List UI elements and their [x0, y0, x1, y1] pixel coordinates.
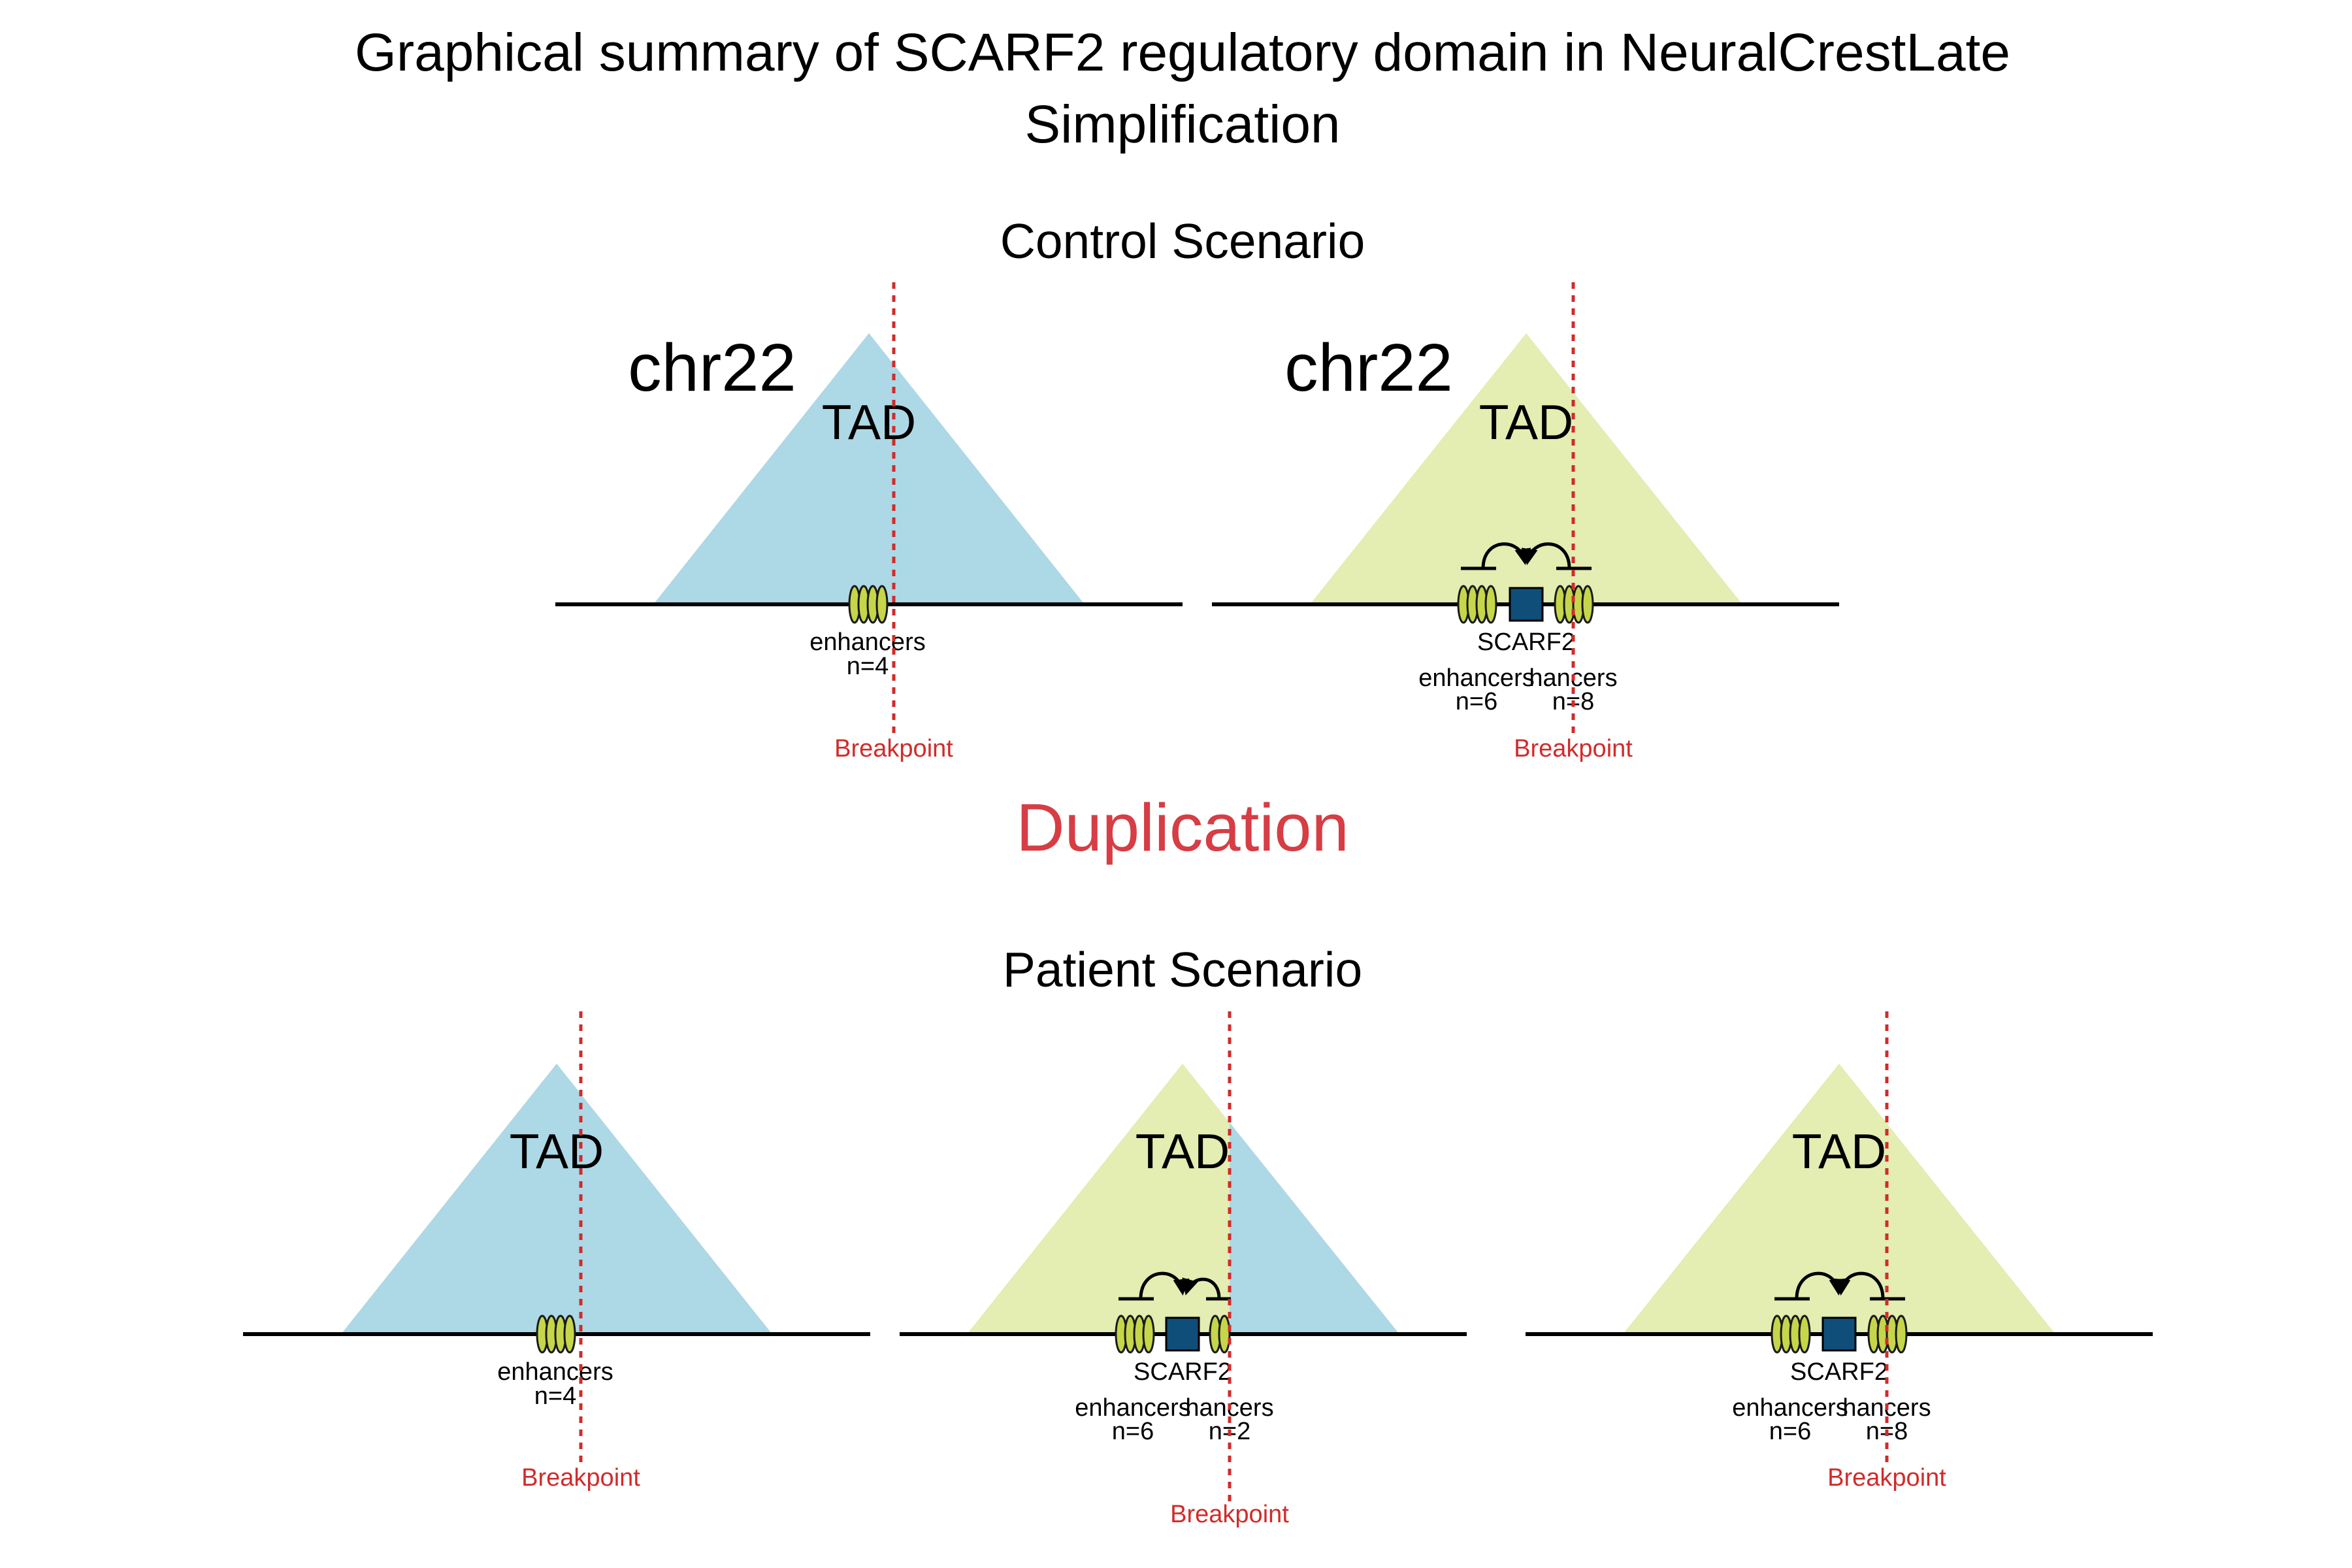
right-enhancer-cluster	[1867, 1315, 1908, 1354]
enhancers-count: n=4	[534, 1382, 576, 1410]
enhancer-mark	[1484, 585, 1497, 624]
enhancer-mark	[1218, 1315, 1231, 1354]
enhancer-mark	[875, 585, 889, 624]
enhancers-label: enhancers	[809, 629, 925, 656]
left-enhancer-cluster	[1771, 1315, 1811, 1354]
tad-triangle	[1310, 333, 1742, 604]
patient-panel-1: TAD enhancers n=4 Breakpoint	[243, 1011, 870, 1492]
chromosome-label: chr22	[1284, 330, 1453, 405]
scarf2-gene-box	[1509, 587, 1544, 622]
tad-triangle-blue	[1230, 1122, 1399, 1334]
event-label: Duplication	[1016, 790, 1349, 865]
regulatory-arrows	[1461, 542, 1592, 570]
scarf2-gene-box	[1821, 1316, 1857, 1352]
enhancers-label: enhancers	[497, 1358, 613, 1386]
right-enhancer-cluster	[1209, 1315, 1231, 1354]
tad-label: TAD	[510, 1124, 604, 1179]
breakpoint-label: Breakpoint	[1514, 735, 1633, 762]
patient-panel-3: TAD SCARF2 enhancers n=6 hancers n=8 Bre…	[1526, 1011, 2153, 1492]
control-panel-2: chr22 TAD SCARF2 enhancers n=6 hancers n…	[1212, 282, 1839, 762]
regulatory-arrows	[1774, 1271, 1905, 1301]
scarf2-gene-box	[1165, 1316, 1200, 1352]
tad-label: TAD	[1792, 1124, 1886, 1179]
chromosome-label: chr22	[628, 330, 796, 405]
breakpoint-label: Breakpoint	[834, 735, 953, 762]
tad-label: TAD	[1135, 1124, 1230, 1179]
right-enhancer-cluster	[1554, 585, 1594, 624]
figure-title-line1: Graphical summary of SCARF2 regulatory d…	[355, 23, 2010, 82]
breakpoint-label: Breakpoint	[521, 1464, 640, 1492]
enhancer-gene-arrow	[1834, 1271, 1885, 1299]
tad-triangle-green	[967, 1064, 1230, 1334]
control-scenario-heading: Control Scenario	[1000, 214, 1365, 269]
tad-label: TAD	[1479, 395, 1573, 449]
left-enhancers-count: n=6	[1112, 1418, 1154, 1445]
left-enhancers-label: enhancers	[1732, 1394, 1848, 1422]
enhancer-gene-arrow	[1139, 1271, 1190, 1299]
enhancer-mark	[1895, 1315, 1908, 1354]
tad-triangle	[341, 1064, 772, 1334]
breakpoint-label: Breakpoint	[1827, 1464, 1946, 1492]
enhancer-mark	[1581, 585, 1594, 624]
enhancer-gene-arrow	[1521, 542, 1571, 569]
gene-label: SCARF2	[1790, 1358, 1888, 1386]
enhancer-cluster	[848, 585, 889, 624]
left-enhancer-cluster	[1115, 1315, 1155, 1354]
regulatory-arrows	[1119, 1271, 1231, 1301]
left-enhancers-label: enhancers	[1418, 664, 1534, 692]
left-enhancer-cluster	[1457, 585, 1497, 624]
left-enhancers-count: n=6	[1769, 1418, 1811, 1445]
breakpoint-label: Breakpoint	[1170, 1501, 1289, 1528]
enhancer-gene-arrow	[1182, 1277, 1221, 1299]
left-enhancers-label: enhancers	[1075, 1394, 1190, 1422]
enhancer-mark	[1142, 1315, 1155, 1354]
enhancer-mark	[563, 1315, 576, 1354]
figure-title-line2: Simplification	[1024, 95, 1340, 154]
gene-label: SCARF2	[1477, 629, 1575, 656]
control-panel-1: chr22 TAD enhancers n=4 Breakpoint	[555, 282, 1183, 762]
tad-triangle	[1623, 1064, 2055, 1334]
gene-label: SCARF2	[1134, 1358, 1232, 1386]
enhancers-count: n=4	[847, 653, 889, 680]
left-enhancers-count: n=6	[1456, 688, 1497, 715]
tad-triangle	[653, 333, 1085, 604]
enhancer-mark	[1798, 1315, 1811, 1354]
enhancer-cluster	[536, 1315, 576, 1354]
patient-panel-2: TAD SCARF2 enhancers n=6 hancers n=2 Bre…	[900, 1011, 1467, 1528]
patient-scenario-heading: Patient Scenario	[1003, 942, 1362, 997]
tad-label: TAD	[822, 395, 916, 449]
